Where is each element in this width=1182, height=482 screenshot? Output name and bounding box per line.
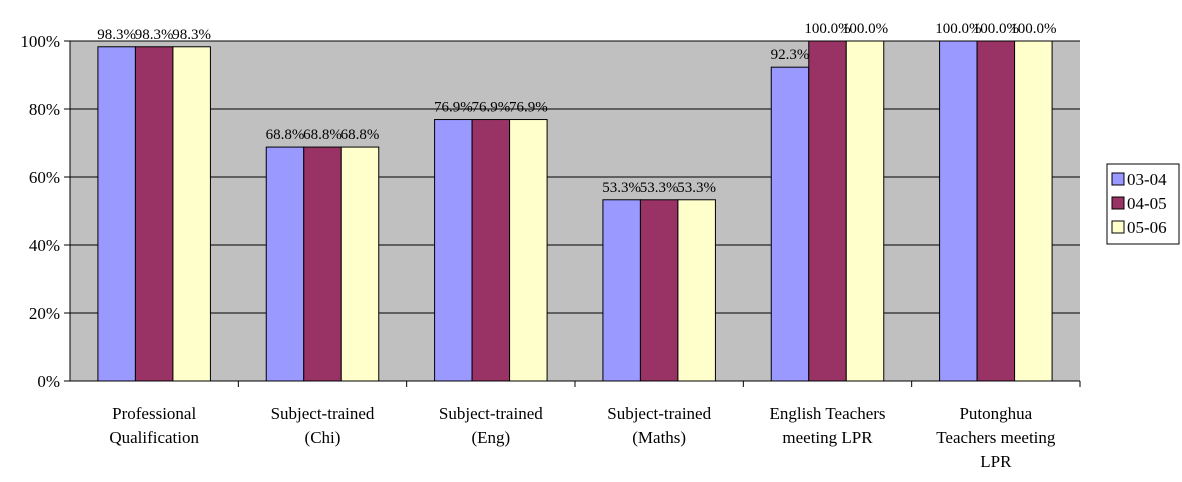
legend-swatch [1111, 220, 1125, 234]
bar [509, 119, 548, 382]
data-label: 53.3% [677, 180, 716, 196]
category-label: English Teachers [769, 404, 885, 423]
data-label: 76.9% [471, 100, 510, 116]
category-label: (Maths) [632, 428, 686, 447]
bar [677, 199, 716, 382]
category-label: Subject-trained [607, 404, 711, 423]
y-tick-label: 80% [29, 100, 60, 119]
category-label: (Eng) [471, 428, 510, 447]
bar [1014, 40, 1053, 382]
y-tick-label: 20% [29, 304, 60, 323]
bar [265, 146, 305, 382]
y-tick-label: 0% [37, 372, 60, 391]
gridlines [70, 40, 1080, 314]
legend-swatch [1111, 172, 1125, 186]
bar [340, 146, 380, 382]
bars [97, 40, 1053, 382]
bar [471, 119, 511, 382]
data-label: 68.8% [341, 127, 380, 143]
data-label: 100.0% [804, 21, 850, 37]
data-label: 98.3% [135, 27, 174, 43]
category-label: meeting LPR [782, 428, 873, 447]
category-label: Teachers meeting [936, 428, 1056, 447]
bar [976, 40, 1016, 382]
category-label: Qualification [109, 428, 199, 447]
data-label: 68.8% [303, 127, 342, 143]
legend-label: 03-04 [1127, 170, 1167, 189]
data-label: 100.0% [973, 21, 1019, 37]
data-label: 53.3% [640, 180, 679, 196]
category-label: (Chi) [305, 428, 341, 447]
data-label: 92.3% [771, 47, 810, 63]
bar [770, 66, 810, 382]
bar [939, 40, 978, 382]
axes: 0% 20% 40% 60% 80% 100% Professional Qualificat… [20, 32, 1081, 471]
data-label: 68.8% [266, 127, 305, 143]
data-label: 100.0% [935, 21, 981, 37]
data-label: 98.3% [172, 27, 211, 43]
y-tick-label: 100% [20, 32, 60, 51]
data-labels: 98.3%98.3%98.3%68.8%68.8%68.8%76.9%76.9%… [97, 21, 1056, 196]
bar [303, 146, 342, 382]
data-label: 76.9% [434, 100, 473, 116]
category-label: Subject-trained [271, 404, 375, 423]
category-label: Subject-trained [439, 404, 543, 423]
bar [172, 46, 211, 382]
bar [434, 119, 473, 382]
bar [845, 40, 885, 382]
legend-label: 04-05 [1127, 194, 1167, 213]
data-label: 98.3% [97, 27, 136, 43]
data-label: 100.0% [842, 21, 888, 37]
category-label: Putonghua [959, 404, 1032, 423]
legend-swatch [1111, 196, 1125, 210]
bar [602, 199, 641, 382]
bar [639, 199, 679, 382]
data-label: 76.9% [509, 100, 548, 116]
bar [134, 46, 174, 382]
category-label: Professional [112, 404, 196, 423]
y-tick-label: 60% [29, 168, 60, 187]
y-tick-label: 40% [29, 236, 60, 255]
data-label: 53.3% [602, 180, 641, 196]
legend: 03-04 04-05 05-06 [1106, 163, 1180, 245]
bar [97, 46, 136, 382]
legend-label: 05-06 [1127, 218, 1167, 237]
plot-area [70, 41, 1080, 381]
category-label: LPR [980, 452, 1012, 471]
bar [808, 40, 847, 382]
data-label: 100.0% [1010, 21, 1056, 37]
